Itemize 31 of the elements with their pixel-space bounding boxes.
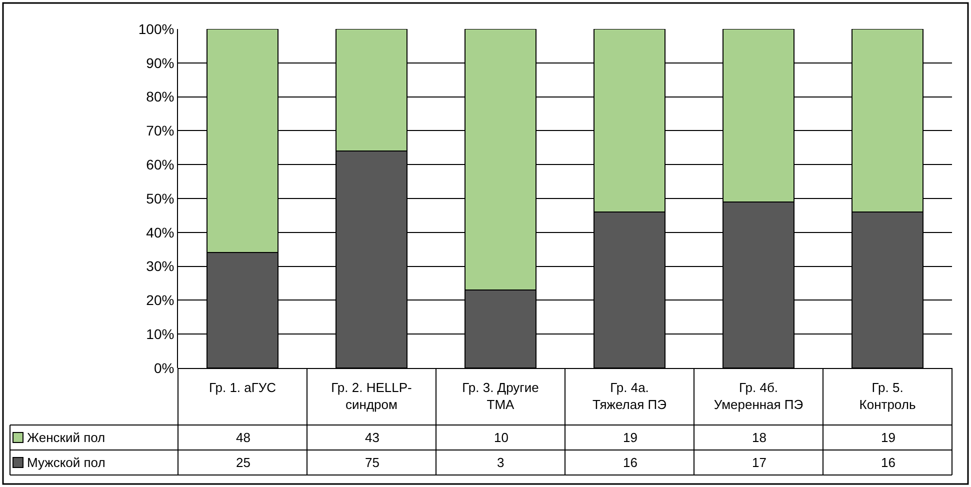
y-tick-label: 20%	[146, 292, 174, 308]
y-tick-label: 70%	[146, 122, 174, 139]
x-tick-label: Гр. 5. Контроль	[859, 380, 916, 412]
text: 48	[236, 430, 250, 445]
x-tick-label: Гр. 4а. Тяжелая ПЭ	[592, 380, 666, 412]
y-tick-label: 10%	[146, 326, 174, 342]
text: 18	[752, 430, 766, 445]
legend-label: Мужской пол	[27, 455, 106, 470]
text: 75	[365, 455, 380, 470]
y-tick-label: 0%	[154, 360, 174, 376]
y-tick-label: 80%	[146, 88, 174, 105]
legend-label: Женский пол	[27, 430, 106, 445]
y-tick-label: 30%	[146, 258, 174, 274]
text: 10	[494, 430, 508, 445]
text: 19	[623, 430, 638, 445]
text: 3	[497, 455, 504, 470]
text: 25	[236, 455, 250, 470]
text: 17	[752, 455, 766, 470]
x-tick-label: Гр. 2. HELLP-синдром	[331, 380, 412, 412]
y-tick-label: 50%	[146, 190, 174, 206]
text: 16	[623, 455, 638, 470]
y-tick-label: 100%	[138, 20, 174, 37]
text: 19	[881, 430, 896, 445]
x-tick-label: Гр. 4б. Умеренная ПЭ	[714, 380, 804, 412]
y-tick-label: 60%	[146, 156, 174, 172]
y-tick-label: 90%	[146, 54, 174, 71]
x-tick-label: Гр. 3. Другие ТМА	[462, 380, 539, 412]
y-tick-label: 40%	[146, 224, 174, 240]
text: 43	[365, 430, 380, 445]
text: 16	[881, 455, 896, 470]
x-tick-label: Гр. 1. аГУС	[208, 380, 276, 395]
